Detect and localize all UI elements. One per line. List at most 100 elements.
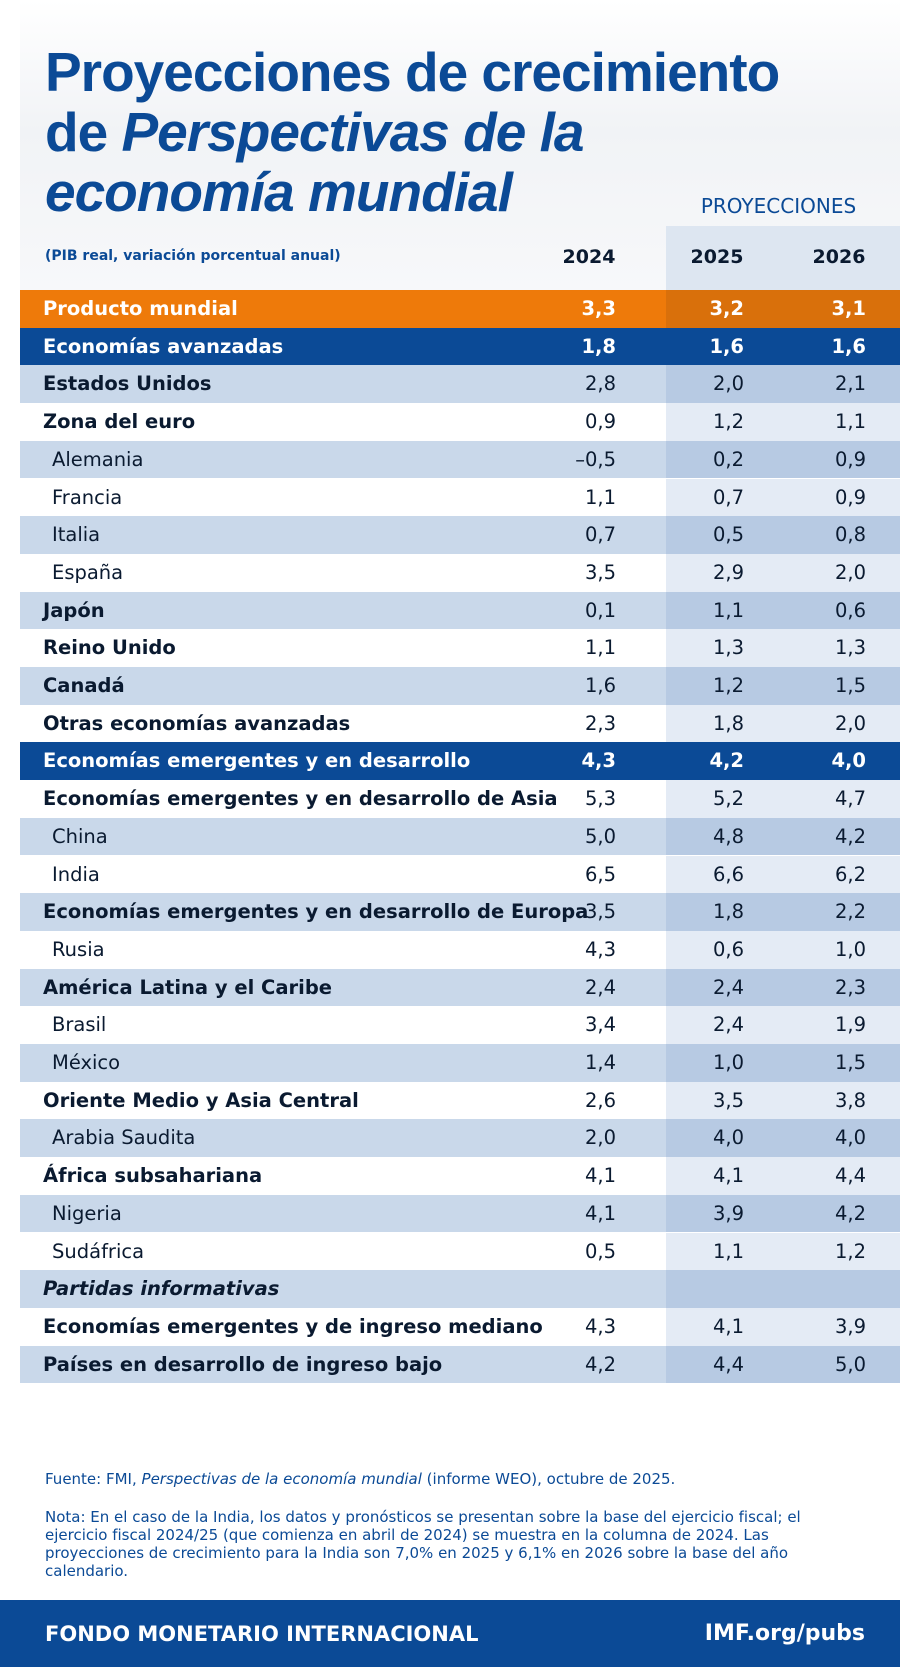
table-row: Economías emergentes y en desarrollo de … bbox=[20, 780, 900, 818]
cell-value: 1,2 bbox=[712, 674, 744, 697]
cell-value: 3,9 bbox=[834, 1314, 866, 1338]
cell-value: 0,8 bbox=[834, 523, 866, 547]
cell-value: 4,1 bbox=[584, 1201, 616, 1225]
cell-value: 6,6 bbox=[712, 862, 744, 886]
projection-shade bbox=[666, 817, 900, 856]
row-label: Estados Unidos bbox=[43, 372, 212, 396]
cell-value: 1,6 bbox=[584, 674, 616, 697]
row-label: Rusia bbox=[52, 937, 105, 961]
cell-value: 2,0 bbox=[584, 1126, 616, 1150]
table-row: Economías emergentes y de ingreso median… bbox=[20, 1307, 900, 1346]
cell-value: 3,1 bbox=[831, 297, 866, 320]
projection-shade bbox=[666, 440, 900, 479]
cell-value: 0,5 bbox=[712, 523, 744, 547]
row-label: Sudáfrica bbox=[52, 1239, 145, 1263]
cell-value: 6,2 bbox=[834, 862, 866, 886]
cell-value: 1,6 bbox=[709, 334, 744, 358]
cell-value: 2,1 bbox=[834, 372, 866, 396]
table-row: Canadá 1,6 1,2 1,5 bbox=[20, 667, 900, 705]
projection-shade bbox=[666, 478, 900, 517]
cell-value: 4,1 bbox=[712, 1164, 744, 1188]
cell-value: 3,3 bbox=[581, 297, 616, 320]
cell-value: 2,0 bbox=[834, 560, 866, 584]
table-row: Economías emergentes y en desarrollo de … bbox=[20, 893, 900, 931]
subtitle: (PIB real, variación porcentual anual) bbox=[45, 248, 341, 264]
cell-value: 1,4 bbox=[584, 1051, 616, 1074]
table-row: Países en desarrollo de ingreso bajo 4,2 4… bbox=[20, 1345, 900, 1384]
projection-shade bbox=[666, 1307, 900, 1346]
row-label: Economías avanzadas bbox=[43, 334, 284, 358]
table-row: Italia 0,7 0,5 0,8 bbox=[20, 516, 900, 554]
cell-value: 1,2 bbox=[834, 1239, 866, 1263]
cell-value: 3,8 bbox=[834, 1088, 866, 1112]
cell-value: 2,2 bbox=[834, 900, 866, 924]
row-label: México bbox=[52, 1051, 121, 1074]
table-row: Arabia Saudita 2,0 4,0 4,0 bbox=[20, 1119, 900, 1158]
row-label: Otras economías avanzadas bbox=[43, 711, 351, 735]
cell-value: 4,3 bbox=[584, 1314, 616, 1338]
cell-value: 2,4 bbox=[712, 975, 744, 999]
row-label: Japón bbox=[43, 598, 105, 622]
title-line: Proyecciones de crecimiento bbox=[45, 42, 780, 102]
title-line: economía mundial bbox=[45, 162, 513, 222]
table-row: India 6,5 6,6 6,2 bbox=[20, 855, 900, 894]
projection-shade bbox=[666, 403, 900, 441]
cell-value: 3,2 bbox=[709, 297, 744, 320]
projection-shade bbox=[666, 1194, 900, 1233]
cell-value: 4,2 bbox=[709, 749, 744, 773]
cell-value: –0,5 bbox=[575, 447, 616, 471]
source: Fuente: FMI, Perspectivas de la economía… bbox=[45, 1470, 675, 1488]
cell-value: 1,0 bbox=[712, 1051, 744, 1074]
table-row: España 3,5 2,9 2,0 bbox=[20, 553, 900, 592]
projection-shade bbox=[666, 516, 900, 554]
cell-value: 1,8 bbox=[581, 334, 616, 358]
table-row: Brasil 3,4 2,4 1,9 bbox=[20, 1006, 900, 1044]
cell-value: 3,9 bbox=[712, 1201, 744, 1225]
cell-value: 0,9 bbox=[834, 485, 866, 509]
cell-value: 1,1 bbox=[584, 485, 616, 509]
cell-value: 4,8 bbox=[712, 824, 744, 848]
cell-value: 1,8 bbox=[712, 900, 744, 924]
cell-value: 0,6 bbox=[712, 937, 744, 961]
table-row: China 5,0 4,8 4,2 bbox=[20, 817, 900, 856]
projection-shade bbox=[666, 327, 900, 366]
projection-shade bbox=[666, 704, 900, 743]
cell-value: 1,8 bbox=[712, 711, 744, 735]
cell-value: 3,4 bbox=[584, 1013, 616, 1037]
cell-value: 1,6 bbox=[831, 334, 866, 358]
row-label: Economías emergentes y en desarrollo de … bbox=[43, 900, 589, 924]
projection-shade bbox=[666, 553, 900, 592]
cell-value: 1,5 bbox=[834, 1051, 866, 1074]
projection-shade bbox=[666, 1119, 900, 1158]
cell-value: 2,6 bbox=[584, 1088, 616, 1112]
cell-value: 5,0 bbox=[584, 824, 616, 848]
projection-shade bbox=[666, 1006, 900, 1044]
row-label: África subsahariana bbox=[43, 1164, 263, 1188]
cell-value: 4,0 bbox=[712, 1126, 744, 1150]
row-label: Reino Unido bbox=[43, 636, 176, 660]
footer-site: IMF.org/pubs bbox=[704, 1621, 865, 1646]
source-text: Fuente: FMI, bbox=[45, 1470, 137, 1488]
cell-value: 4,1 bbox=[712, 1314, 744, 1338]
row-label: Arabia Saudita bbox=[52, 1126, 196, 1150]
table-row: Estados Unidos 2,8 2,0 2,1 bbox=[20, 365, 900, 404]
projection-shade bbox=[666, 1232, 900, 1271]
projection-shade bbox=[666, 968, 900, 1007]
row-label: América Latina y el Caribe bbox=[43, 975, 333, 999]
source-italic: Perspectivas de la economía mundial bbox=[141, 1470, 422, 1488]
cell-value: 2,3 bbox=[834, 975, 866, 999]
cell-value: 1,1 bbox=[584, 636, 616, 660]
row-label: Economías emergentes y en desarrollo bbox=[43, 749, 471, 773]
table-row: Japón 0,1 1,1 0,6 bbox=[20, 591, 900, 630]
table-row: Nigeria 4,1 3,9 4,2 bbox=[20, 1194, 900, 1233]
footer: FONDO MONETARIO INTERNACIONAL IMF.org/pu… bbox=[0, 1600, 900, 1667]
cell-value: 2,3 bbox=[584, 711, 616, 735]
table-row: Economías emergentes y en desarrollo 4,3 4… bbox=[20, 742, 900, 781]
table-row: América Latina y el Caribe 2,4 2,4 2,3 bbox=[20, 968, 900, 1007]
cell-value: 0,5 bbox=[584, 1239, 616, 1263]
cell-value: 2,0 bbox=[834, 711, 866, 735]
table-row: Sudáfrica 0,5 1,1 1,2 bbox=[20, 1232, 900, 1271]
row-label: Economías emergentes y de ingreso median… bbox=[43, 1314, 543, 1338]
projection-shade bbox=[666, 667, 900, 705]
column-header: 2025 bbox=[690, 246, 744, 268]
